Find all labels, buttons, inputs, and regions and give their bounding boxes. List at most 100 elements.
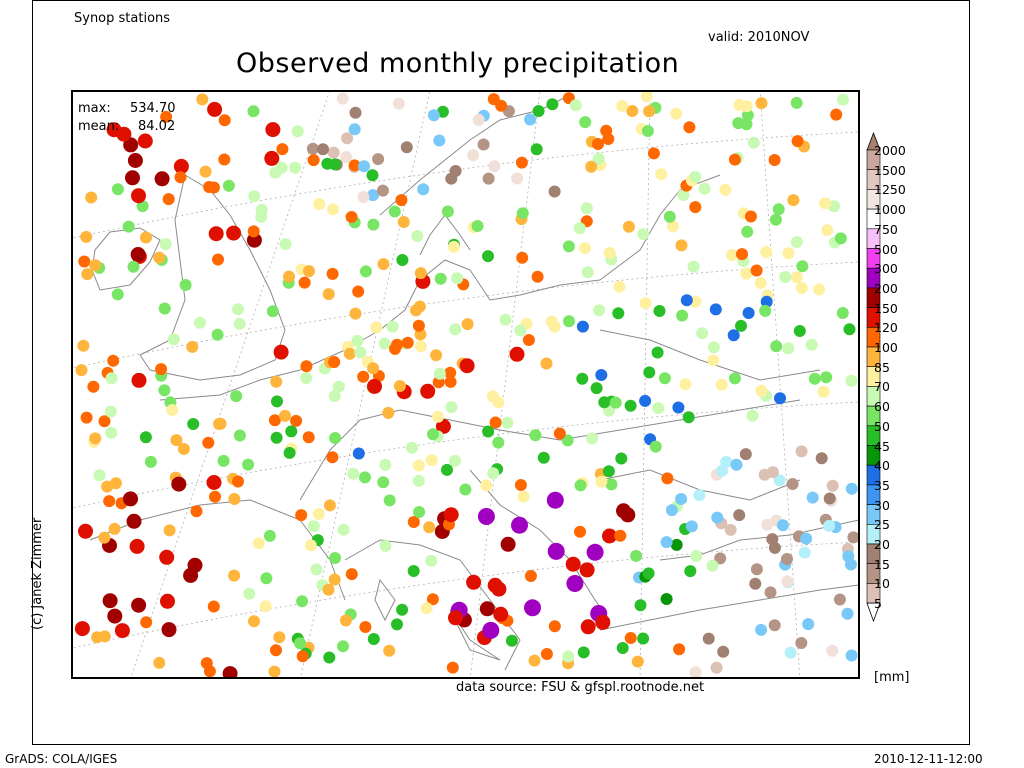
station-marker — [675, 239, 688, 252]
station-marker — [352, 285, 365, 298]
station-marker — [420, 602, 433, 615]
station-marker — [637, 632, 650, 645]
station-marker — [537, 451, 550, 464]
station-marker — [766, 533, 779, 546]
station-marker — [433, 134, 446, 147]
station-marker — [203, 665, 216, 678]
station-marker — [270, 431, 283, 444]
station-marker — [687, 260, 700, 273]
station-marker — [358, 160, 370, 173]
station-marker — [443, 507, 459, 523]
station-marker — [343, 347, 356, 360]
station-marker — [784, 646, 797, 659]
legend-label: 20 — [874, 537, 890, 552]
station-marker — [768, 619, 781, 632]
station-marker — [769, 213, 782, 226]
station-marker — [444, 375, 457, 388]
station-marker — [430, 349, 443, 362]
max-label: max: — [78, 101, 111, 116]
station-marker — [479, 601, 495, 617]
station-marker — [367, 362, 380, 375]
map-border — [71, 90, 860, 679]
station-marker — [620, 507, 636, 523]
station-marker — [435, 419, 451, 434]
station-marker — [750, 563, 763, 576]
station-marker — [186, 340, 199, 353]
station-marker — [727, 329, 740, 342]
station-marker — [800, 532, 813, 545]
station-marker — [649, 440, 662, 453]
station-marker — [432, 410, 444, 423]
station-marker — [576, 372, 589, 385]
station-marker — [233, 429, 246, 442]
station-marker — [540, 357, 553, 370]
station-marker — [509, 346, 525, 362]
station-marker — [226, 225, 242, 241]
station-marker — [576, 320, 589, 333]
legend-label: 5 — [874, 596, 882, 612]
station-marker — [569, 99, 582, 112]
station-marker — [602, 133, 615, 145]
credit-text: (c) Janek Zimmer — [30, 517, 45, 630]
station-marker — [174, 171, 187, 184]
station-marker — [580, 202, 593, 215]
station-marker — [833, 593, 846, 606]
station-marker — [296, 595, 309, 608]
station-marker — [740, 100, 753, 113]
station-marker — [711, 511, 724, 524]
station-marker — [747, 136, 760, 149]
station-marker — [772, 203, 785, 216]
station-marker — [841, 607, 854, 620]
station-marker — [562, 240, 575, 253]
legend-label: 500 — [874, 241, 898, 257]
station-marker — [790, 271, 803, 284]
legend-label: 40 — [874, 458, 890, 474]
station-marker — [522, 334, 535, 346]
station-marker — [190, 505, 203, 518]
station-marker — [643, 105, 656, 118]
station-marker — [602, 465, 615, 478]
station-marker — [682, 411, 695, 424]
station-marker — [336, 92, 349, 105]
station-marker — [546, 98, 559, 111]
station-marker — [407, 516, 420, 528]
station-marker — [472, 113, 485, 126]
station-marker — [735, 319, 747, 332]
station-marker — [613, 280, 626, 293]
station-marker — [782, 247, 795, 260]
station-marker — [352, 447, 365, 460]
station-marker — [653, 305, 666, 317]
station-marker — [726, 249, 738, 261]
station-marker — [603, 247, 616, 259]
station-marker — [514, 324, 527, 337]
station-marker — [655, 168, 668, 181]
legend-label: 150 — [874, 300, 898, 316]
station-marker — [347, 467, 360, 480]
station-marker — [270, 644, 282, 657]
station-marker — [449, 454, 461, 467]
station-marker — [781, 575, 794, 588]
station-marker — [493, 606, 509, 622]
station-marker — [166, 404, 179, 416]
station-marker — [89, 259, 102, 272]
station-marker — [359, 471, 371, 484]
station-marker — [482, 425, 495, 438]
station-marker — [595, 369, 608, 381]
station-marker — [207, 101, 223, 117]
station-marker — [248, 190, 261, 203]
station-marker — [609, 396, 622, 409]
station-marker — [806, 491, 819, 504]
legend-label: 70 — [874, 379, 890, 395]
station-marker — [193, 316, 206, 329]
station-marker — [843, 323, 856, 336]
legend-label: 35 — [874, 477, 890, 493]
station-marker — [817, 385, 830, 398]
station-marker — [634, 599, 647, 612]
station-marker — [776, 519, 789, 532]
station-marker — [590, 382, 603, 395]
station-marker — [746, 409, 759, 422]
station-marker — [187, 418, 200, 430]
station-marker — [159, 549, 175, 565]
station-marker — [228, 569, 241, 582]
station-marker — [294, 637, 307, 650]
